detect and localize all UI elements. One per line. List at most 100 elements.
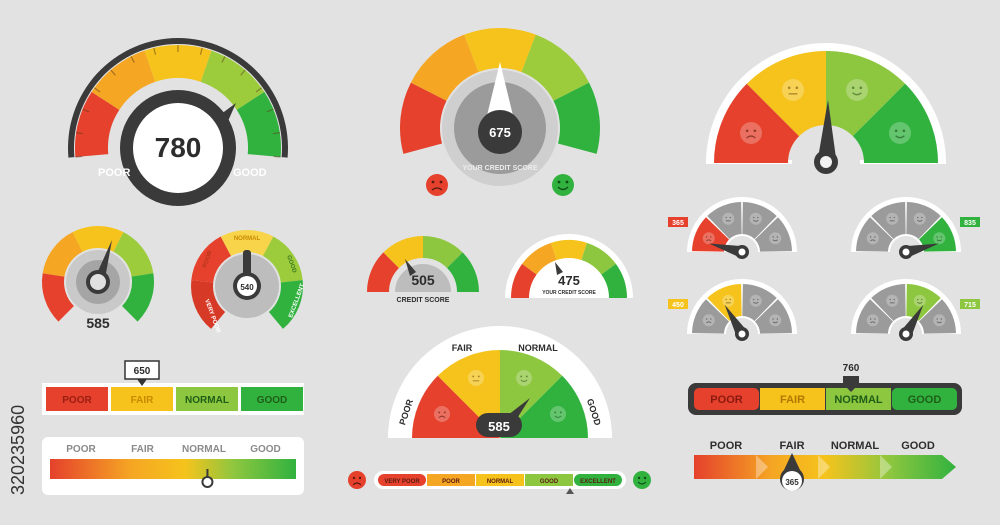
small-gauge-540-segment <box>191 280 226 329</box>
credit-score-505-value: 505 <box>411 272 435 288</box>
small-gauge-540-score: 540 <box>240 283 254 292</box>
credit-score-505-segment <box>367 252 399 292</box>
credit-score-475: 475 YOUR CREDIT SCORE <box>505 234 633 298</box>
semicircle-gauge-label: NORMAL <box>518 343 558 353</box>
normal-bar: POOR FAIR NORMAL GOOD 760 <box>688 363 962 415</box>
credit-gauge-caption: YOUR CREDIT SCORE <box>462 165 537 172</box>
small-gauge-540-segment <box>220 230 274 256</box>
arrow-bar: POOR FAIR NORMAL GOOD 365 <box>694 440 956 491</box>
credit-score-475-segment <box>581 242 616 275</box>
normal-bar-segment <box>760 388 825 410</box>
happy-face-icon <box>769 232 782 245</box>
mini-gauge: 835 <box>851 197 980 268</box>
credit-gauge-segment <box>464 28 536 72</box>
gradient-bar: POOR FAIR NORMAL GOOD <box>42 437 304 495</box>
sad-face-icon <box>348 471 366 489</box>
normal-bar-segment <box>694 388 759 410</box>
mini-gauge-badge-value: 835 <box>964 220 976 227</box>
credit-score-505-segment <box>383 236 423 268</box>
happy-face-icon <box>552 174 574 196</box>
stock-id-value: 320235960 <box>8 405 28 495</box>
happy-face-icon <box>933 314 946 327</box>
fair-bar-segment <box>111 387 173 411</box>
small-gauge-585-segment <box>113 232 154 277</box>
happy-face-icon <box>550 406 566 422</box>
credit-gauge-segment <box>400 82 447 154</box>
fair-bar-segment <box>176 387 238 411</box>
arrow-bar-label: NORMAL <box>831 440 880 452</box>
small-gauge-540-poor: POOR <box>202 249 214 268</box>
fair-bar: POOR FAIR NORMAL GOOD 650 <box>42 360 304 415</box>
credit-gauge-score: 675 <box>489 125 511 140</box>
mini-gauge-badge-value: 450 <box>672 302 684 309</box>
neutral-face-icon <box>468 370 484 386</box>
gradient-bar-label: NORMAL <box>182 444 226 455</box>
credit-score-475-segment <box>551 240 587 260</box>
arrow-bar-label: POOR <box>710 440 742 452</box>
happy-face-icon <box>633 471 651 489</box>
sad-face-icon <box>426 174 448 196</box>
sad-face-icon <box>740 122 762 144</box>
pill-scale-label: GOOD <box>540 479 559 485</box>
pill-scale-segment <box>427 474 475 486</box>
pill-scale: VERY POOR POOR NORMAL GOOD EXCELLENT <box>348 471 651 494</box>
emoji-gauge-segment <box>852 83 938 163</box>
small-gauge-540-segment <box>191 236 232 283</box>
credit-score-475-caption: YOUR CREDIT SCORE <box>542 290 596 296</box>
happy-face-icon <box>749 212 762 225</box>
pill-scale-segment <box>574 474 622 486</box>
normal-bar-segment <box>826 388 891 410</box>
semicircle-gauge-score: 585 <box>488 419 510 434</box>
normal-bar-label: POOR <box>710 394 742 406</box>
mini-gauge: 450 <box>668 279 797 350</box>
small-gauge-585-score: 585 <box>86 315 110 331</box>
small-gauge-540-normal: NORMAL <box>234 236 261 242</box>
fair-bar-segment <box>46 387 108 411</box>
emoji-gauge-segment <box>826 51 906 137</box>
sad-face-icon <box>434 406 450 422</box>
big-gauge-segment <box>75 91 120 157</box>
sad-face-icon <box>702 232 715 245</box>
happy-face-icon <box>913 294 926 307</box>
sad-face-icon <box>866 314 879 327</box>
sad-face-icon <box>866 232 879 245</box>
fair-bar-label: POOR <box>62 395 92 406</box>
mini-gauge-badge <box>668 299 688 309</box>
gradient-bar-label: FAIR <box>131 444 155 455</box>
credit-score-475-segment <box>511 263 537 298</box>
normal-bar-marker: 760 <box>843 363 860 374</box>
big-gauge-segment <box>200 50 265 110</box>
big-gauge-poor-label: POOR <box>98 167 130 179</box>
mini-gauges: 365 835 450 715 <box>668 197 980 350</box>
neutral-face-icon <box>722 212 735 225</box>
neutral-face-icon <box>782 79 804 101</box>
credit-gauge-segment <box>410 34 479 101</box>
pill-scale-label: VERY POOR <box>384 479 420 485</box>
normal-bar-segment <box>892 388 957 410</box>
pill-scale-label: POOR <box>442 479 460 485</box>
credit-score-475-segment <box>522 242 557 275</box>
fair-bar-segment <box>241 387 303 411</box>
pill-scale-label: EXCELLENT <box>580 479 616 485</box>
big-gauge-segment <box>144 45 212 82</box>
small-gauge-585-segment <box>42 232 83 277</box>
small-gauge-540: 540 NORMAL POOR GOOD VERY POOR EXCELLENT <box>191 230 306 335</box>
mini-gauge-badge-value: 365 <box>672 220 684 227</box>
happy-face-icon <box>846 79 868 101</box>
gradient-bar-label: POOR <box>66 444 96 455</box>
credit-score-505-segment <box>447 252 479 292</box>
arrow-bar-label: FAIR <box>779 440 804 452</box>
happy-face-icon <box>913 212 926 225</box>
happy-face-icon <box>889 122 911 144</box>
gradient-bar-label: GOOD <box>250 444 281 455</box>
sad-face-icon <box>702 314 715 327</box>
credit-score-505-segment <box>423 236 463 268</box>
neutral-face-icon <box>886 212 899 225</box>
pill-scale-segment <box>378 474 426 486</box>
arrow-bar-marker: 365 <box>785 478 799 487</box>
small-gauge-540-segment <box>262 236 303 283</box>
semicircle-gauge-segment <box>500 375 588 438</box>
mini-gauge: 365 <box>668 197 797 268</box>
big-gauge-good-label: GOOD <box>233 167 267 179</box>
